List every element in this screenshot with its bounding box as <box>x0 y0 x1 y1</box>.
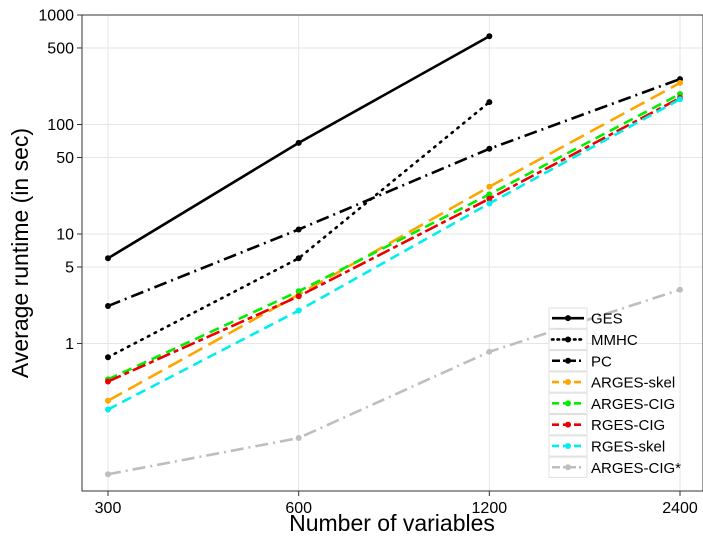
y-tick-label: 5 <box>65 259 74 276</box>
data-point <box>677 96 683 103</box>
legend-key-point <box>565 315 571 322</box>
x-tick-label: 2400 <box>662 500 698 517</box>
legend-key-point <box>565 421 571 428</box>
y-tick-label: 1000 <box>38 8 74 25</box>
data-point <box>105 397 111 404</box>
x-tick-label: 600 <box>285 500 312 517</box>
legend-key-point <box>565 464 571 471</box>
data-point <box>295 139 302 146</box>
series-line <box>107 96 681 383</box>
data-point <box>295 288 302 295</box>
data-point <box>105 406 111 413</box>
data-point <box>295 307 302 314</box>
legend-key-point <box>565 336 571 343</box>
plot-border <box>81 14 703 492</box>
data-point <box>486 183 493 190</box>
series-ges <box>105 33 493 262</box>
series-mmhc <box>105 99 493 361</box>
data-point <box>105 255 111 262</box>
series-pc <box>105 76 683 310</box>
data-point <box>295 226 302 233</box>
data-point <box>486 200 493 207</box>
legend-label: PC <box>591 353 612 370</box>
legend-key-point <box>565 400 571 407</box>
x-tick-label: 1200 <box>472 500 508 517</box>
data-point <box>677 79 683 86</box>
legend: GES MMHC PC ARGES-skel ARGES-CIG RGES-CIG RGES… <box>548 307 681 478</box>
legend-label: ARGES-CIG <box>591 396 675 413</box>
data-point <box>486 191 493 198</box>
legend-label: ARGES-CIG* <box>591 460 681 477</box>
y-tick-label: 10 <box>56 227 74 244</box>
data-point <box>486 33 493 40</box>
legend-label: GES <box>591 311 623 328</box>
x-axis-ticks: 300 600 1200 2400 <box>95 491 698 517</box>
data-point <box>105 354 111 361</box>
series-line <box>107 98 681 411</box>
data-point <box>105 378 111 385</box>
data-point <box>295 435 302 442</box>
data-point <box>486 145 493 152</box>
data-point <box>295 255 302 262</box>
legend-label: ARGES-skel <box>591 375 675 392</box>
series-line <box>107 77 681 308</box>
data-point <box>486 348 493 355</box>
y-axis-ticks: 1 5 10 50 100 500 1000 <box>38 8 82 353</box>
series-rges-skel <box>105 96 683 413</box>
y-tick-label: 1 <box>65 336 74 353</box>
legend-label: RGES-skel <box>591 438 665 455</box>
legend-label: RGES-CIG <box>591 417 665 434</box>
y-axis-title: Average runtime (in sec) <box>7 128 33 378</box>
legend-key-point <box>565 357 571 364</box>
y-tick-label: 500 <box>47 40 74 57</box>
legend-label: MMHC <box>591 332 638 349</box>
data-point <box>486 99 493 106</box>
data-point <box>486 195 493 202</box>
series-line <box>107 81 681 402</box>
data-point <box>105 303 111 310</box>
legend-key-point <box>565 379 571 386</box>
y-tick-label: 50 <box>56 150 74 167</box>
data-point <box>677 286 683 293</box>
series-line <box>107 92 681 381</box>
data-point <box>105 471 111 478</box>
x-tick-label: 300 <box>95 500 122 517</box>
legend-key-point <box>565 442 571 449</box>
data-point <box>295 293 302 300</box>
x-axis-title: Number of variables <box>289 510 495 536</box>
plot-panel <box>82 15 703 491</box>
y-tick-label: 100 <box>47 117 74 134</box>
